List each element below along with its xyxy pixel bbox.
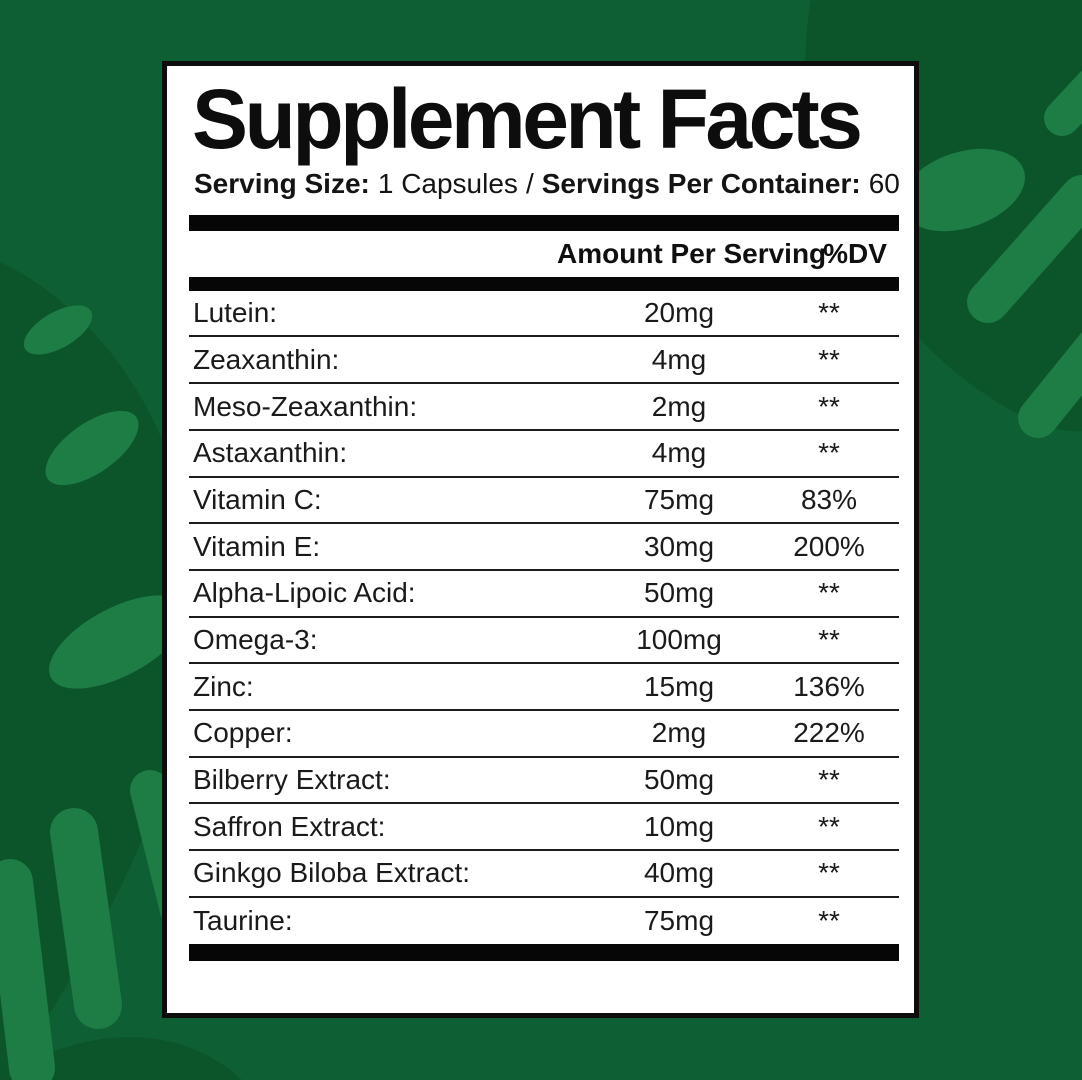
nutrient-amount: 2mg [651,717,707,749]
nutrient-dv: 83% [800,483,858,515]
nutrient-amount: 10mg [643,810,715,842]
header-percent-dv: %DV [823,237,887,269]
serving-info: Serving Size: 1 Capsules / Servings Per … [194,167,900,200]
nutrient-amount: 4mg [651,343,707,375]
nutrient-amount: 4mg [651,437,707,469]
table-row: Saffron Extract: 10mg ** [189,804,899,852]
nutrient-amount: 50mg [643,764,715,796]
table-row: Zinc: 15mg 136% [189,664,899,711]
nutrient-dv: ** [818,390,840,422]
table-row: Bilberry Extract: 50mg ** [189,758,899,805]
nutrient-amount: 75mg [643,483,715,515]
table-row: Omega-3: 100mg ** [189,618,899,665]
nutrient-name: Alpha-Lipoic Acid: [193,577,416,609]
nutrient-name: Omega-3: [193,623,318,655]
nutrient-dv: 136% [793,670,865,702]
nutrient-name: Saffron Extract: [193,810,386,842]
nutrient-dv: ** [818,857,840,889]
nutrient-dv: ** [818,623,840,655]
table-row: Taurine: 75mg ** [189,898,899,945]
nutrient-name: Zeaxanthin: [193,343,340,375]
nutrient-dv: ** [818,905,840,937]
serving-separator: / [525,167,534,199]
nutrient-amount: 50mg [643,577,715,609]
table-row: Copper: 2mg 222% [189,711,899,758]
nutrient-amount: 20mg [643,297,715,329]
table-row: Zeaxanthin: 4mg ** [189,337,899,385]
nutrient-amount: 75mg [643,905,715,937]
panel-title: Supplement Facts [192,72,863,166]
table-row: Meso-Zeaxanthin: 2mg ** [189,384,899,431]
nutrient-dv: ** [818,810,840,842]
nutrient-name: Lutein: [193,297,278,329]
nutrient-amount: 2mg [651,390,707,422]
nutrient-dv: ** [818,437,840,469]
nutrient-name: Astaxanthin: [193,437,348,469]
nutrient-name: Copper: [193,717,293,749]
divider-bar-header [189,276,899,291]
table-row: Lutein: 20mg ** [189,291,899,338]
nutrient-dv: ** [818,297,840,329]
nutrient-amount: 40mg [643,857,715,889]
nutrient-dv: ** [818,343,840,375]
header-amount-per-serving: Amount Per Serving [557,237,827,269]
nutrient-name: Taurine: [193,905,293,937]
nutrient-amount: 100mg [636,623,722,655]
nutrient-dv: ** [818,577,840,609]
table-header-row: Amount Per Serving %DV [189,231,899,277]
supplement-facts-panel: Supplement Facts Serving Size: 1 Capsule… [162,61,919,1018]
servings-per-container-value: 60 [868,167,900,199]
table-row: Ginkgo Biloba Extract: 40mg ** [189,851,899,898]
table-row: Vitamin C: 75mg 83% [189,478,899,525]
divider-bar-bottom [189,944,899,962]
servings-per-container-label: Servings Per Container: [541,167,861,199]
table-row: Vitamin E: 30mg 200% [189,524,899,571]
nutrient-dv: 222% [793,717,865,749]
nutrient-dv: 200% [793,530,865,562]
serving-size-value: 1 Capsules [377,167,518,199]
nutrient-amount: 15mg [643,670,715,702]
nutrient-table: Lutein: 20mg ** Zeaxanthin: 4mg ** Meso-… [189,291,899,945]
nutrient-name: Ginkgo Biloba Extract: [193,857,471,889]
nutrient-amount: 30mg [643,530,715,562]
table-row: Astaxanthin: 4mg ** [189,431,899,478]
panel-content: Supplement Facts Serving Size: 1 Capsule… [189,66,900,962]
nutrient-name: Meso-Zeaxanthin: [193,390,418,422]
divider-bar-top [189,214,899,231]
serving-size-label: Serving Size: [194,167,370,199]
nutrient-name: Zinc: [193,670,254,702]
nutrient-name: Vitamin C: [193,483,322,515]
nutrient-name: Vitamin E: [193,530,321,562]
nutrient-dv: ** [818,764,840,796]
nutrient-name: Bilberry Extract: [193,764,391,796]
table-row: Alpha-Lipoic Acid: 50mg ** [189,571,899,618]
